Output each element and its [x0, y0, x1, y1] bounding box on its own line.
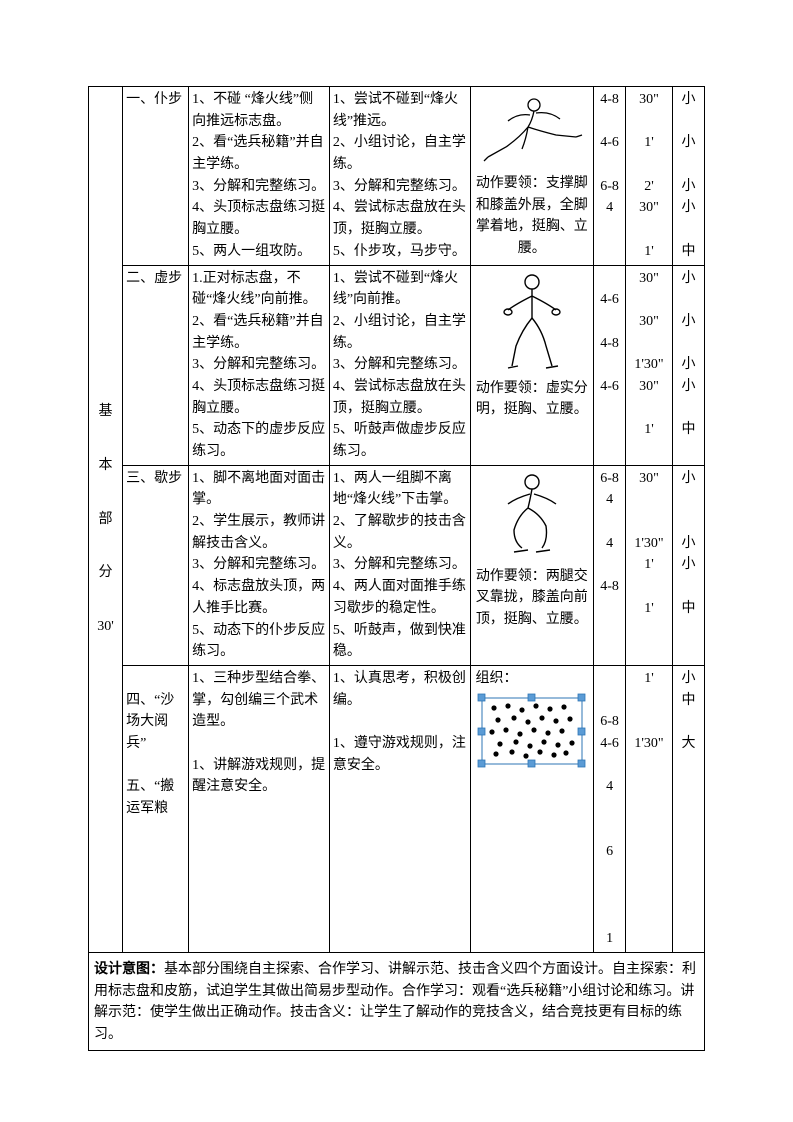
section-time: 30': [97, 616, 114, 638]
row45-student: 1、认真思考，积极创编。 1、遵守游戏规则，注意安全。: [329, 665, 470, 952]
row1-time: 30" 1' 2' 30" 1': [626, 87, 673, 266]
row45-time: 1' 1'30": [626, 665, 673, 952]
row3-intensity: 小 小 小 中: [672, 465, 704, 665]
row45-intensity: 小 中 大: [672, 665, 704, 952]
row45-figure-cell: 组织：: [470, 665, 594, 952]
section-label-cell: 基 本 部 分 30': [89, 87, 123, 953]
row2-reps: 4-6 4-8 4-6: [594, 265, 626, 465]
row3-time: 30" 1'30" 1' 1': [626, 465, 673, 665]
row1-intensity: 小 小 小 小 中: [672, 87, 704, 266]
row2-time: 30" 30" 1'30" 30" 1': [626, 265, 673, 465]
design-intent-cell: 设计意图：基本部分围绕自主探索、合作学习、讲解示范、技击含义四个方面设计。自主探…: [89, 952, 705, 1050]
row3-figure-cell: 动作要领：两腿交叉靠拢，膝盖向前顶，挺胸、立腰。: [470, 465, 594, 665]
row45-title: 四、“沙场大阅兵” 五、“搬运军粮: [123, 665, 189, 952]
section-char: 分: [99, 562, 113, 584]
section-char: 部: [99, 509, 113, 531]
row3-reps: 6-8 4 4 4-8: [594, 465, 626, 665]
xubu-figure: [482, 270, 582, 374]
row45-teacher: 1、三种步型结合拳、掌，勾创编三个武术造型。 1、讲解游戏规则，提醒注意安全。: [189, 665, 330, 952]
section-char: 基: [99, 401, 113, 423]
row2-title: 二、虚步: [123, 265, 189, 465]
row1-student: 1、尝试不碰到“烽火线”推远。 2、小组讨论，自主学练。 3、分解和完整练习。 …: [329, 87, 470, 266]
note-label: 动作要领：: [476, 381, 546, 396]
row2-teacher: 1.正对标志盘，不碰“烽火线”向前推。 2、看“选兵秘籍”并自主学练。 3、分解…: [189, 265, 330, 465]
pubu-figure: [478, 91, 586, 169]
row1-reps: 4-8 4-6 6-8 4: [594, 87, 626, 266]
organization-diagram: [476, 692, 588, 770]
row2-student: 1、尝试不碰到“烽火线”向前推。 2、小组讨论，自主学练。 3、分解和完整练习。…: [329, 265, 470, 465]
row3-teacher: 1、脚不离地面对面击掌。 2、学生展示，教师讲解技击含义。 3、分解和完整练习。…: [189, 465, 330, 665]
lesson-plan-table: 基 本 部 分 30' 一、仆步 1、不碰 “烽火线”侧向推远标志盘。 2、看“…: [88, 86, 705, 1051]
row2-figure-cell: 动作要领：虚实分明，挺胸、立腰。: [470, 265, 594, 465]
row3-title: 三、歇步: [123, 465, 189, 665]
section-char: 本: [99, 455, 113, 477]
row1-teacher: 1、不碰 “烽火线”侧向推远标志盘。 2、看“选兵秘籍”并自主学练。 3、分解和…: [189, 87, 330, 266]
row3-student: 1、两人一组脚不离地“烽火线”下击掌。 2、了解歇步的技击含义。 3、分解和完整…: [329, 465, 470, 665]
intent-text: 基本部分围绕自主探索、合作学习、讲解示范、技击含义四个方面设计。自主探索：利用标…: [94, 962, 696, 1042]
intent-label: 设计意图：: [94, 962, 164, 977]
note-label: 动作要领：: [476, 176, 546, 191]
row1-title: 一、仆步: [123, 87, 189, 266]
row1-figure-cell: 动作要领：支撑脚和膝盖外展，全脚掌着地，挺胸、立腰。: [470, 87, 594, 266]
row2-intensity: 小 小 小 小 中: [672, 265, 704, 465]
row45-reps: 6-8 4-6 4 6 1: [594, 665, 626, 952]
note-label: 动作要领：: [476, 569, 546, 584]
org-label: 组织：: [476, 671, 518, 686]
xiebu-figure: [484, 470, 580, 562]
